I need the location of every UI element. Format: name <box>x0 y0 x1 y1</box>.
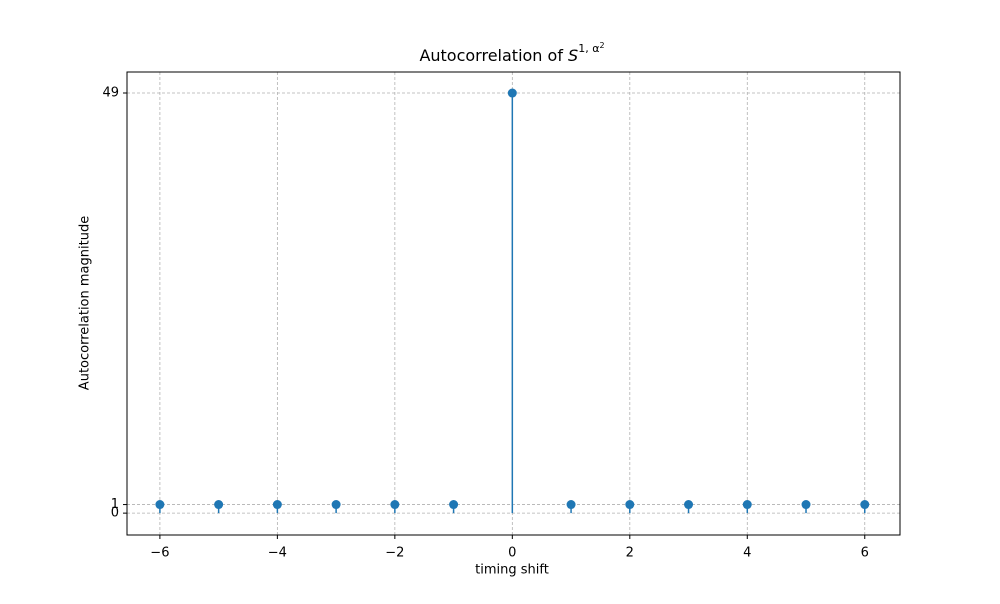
stem-marker <box>860 500 870 510</box>
stem-marker <box>625 500 635 510</box>
stem-marker <box>449 500 459 510</box>
plot-frame <box>126 71 901 536</box>
stem-marker <box>801 500 811 510</box>
title-math-superscript-power: 2 <box>599 41 604 50</box>
stem-marker <box>390 500 400 510</box>
x-tick-label: −4 <box>268 546 287 561</box>
y-tick-label: 1 <box>111 497 119 512</box>
y-tick-label: 49 <box>102 86 119 101</box>
x-tick-label: 2 <box>626 546 634 561</box>
x-tick-label: −6 <box>150 546 169 561</box>
stem-marker <box>214 500 224 510</box>
stem-marker <box>331 500 341 510</box>
stem-marker <box>684 500 694 510</box>
stem-marker <box>566 500 576 510</box>
title-math-base: S <box>568 46 578 65</box>
stem-marker <box>272 500 282 510</box>
x-tick-label: 0 <box>508 546 516 561</box>
x-tick-label: 4 <box>743 546 751 561</box>
x-tick-label: −2 <box>385 546 404 561</box>
stem-marker <box>742 500 752 510</box>
title-math-superscript: 1, α <box>578 42 599 55</box>
y-tick-label: 0 <box>111 506 119 521</box>
chart-title: Autocorrelation of S1, α2 <box>419 41 604 65</box>
x-axis-label: timing shift <box>475 563 549 578</box>
y-axis-label: Autocorrelation magnitude <box>78 216 93 390</box>
title-text: Autocorrelation of <box>419 46 563 65</box>
stem-marker <box>155 500 165 510</box>
stem-marker <box>507 88 517 98</box>
x-tick-label: 6 <box>861 546 869 561</box>
